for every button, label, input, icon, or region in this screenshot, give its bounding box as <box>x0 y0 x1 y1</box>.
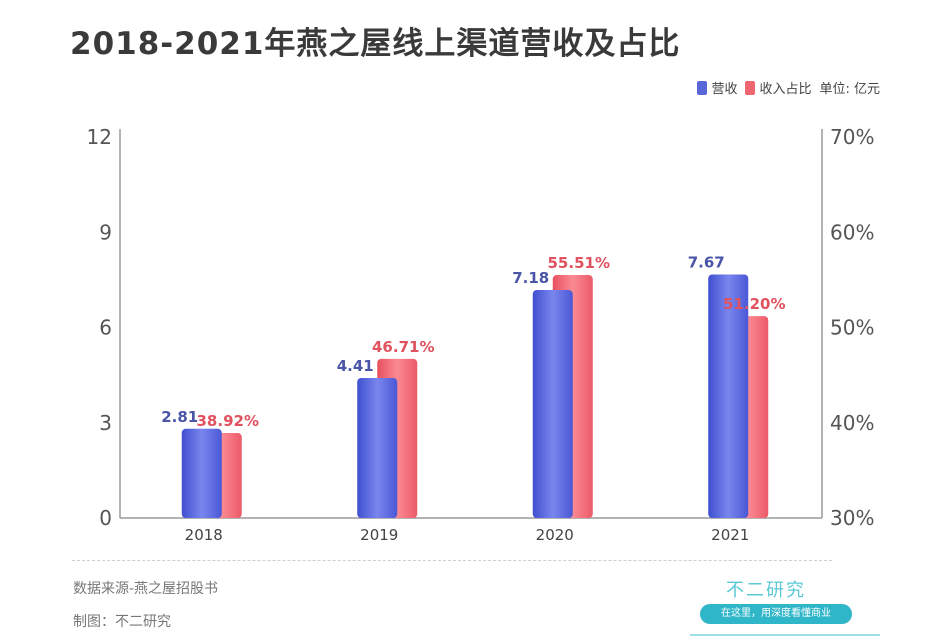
left-tick-label: 9 <box>99 220 112 244</box>
x-tick-label: 2019 <box>360 526 398 544</box>
left-tick-label: 0 <box>99 506 112 530</box>
legend-item-revenue: 营收 <box>697 78 737 97</box>
chart-legend: 营收 收入占比 单位: 亿元 <box>697 78 880 97</box>
right-tick-label: 30% <box>830 506 874 530</box>
bar-revenue <box>532 290 573 518</box>
chart-maker: 制图：不二研究 <box>73 614 171 630</box>
data-label-revenue: 7.67 <box>688 253 725 271</box>
bar-chart: 0 3 6 9 12 30% 40% 50% 60% 70% 2018 2019 2020 2021 2.… <box>87 125 875 544</box>
right-tick-label: 70% <box>830 125 874 149</box>
data-label-share: 55.51% <box>548 254 610 272</box>
legend-item-share: 收入占比 <box>745 78 811 97</box>
data-source: 数据来源-燕之屋招股书 <box>73 581 219 597</box>
legend-swatch-revenue <box>697 80 708 95</box>
left-tick-label: 6 <box>99 316 112 340</box>
brand-underline <box>690 634 880 636</box>
right-tick-label: 60% <box>830 220 874 244</box>
footer-divider <box>72 560 832 561</box>
left-tick-label: 3 <box>99 411 112 435</box>
left-tick-label: 12 <box>87 125 112 149</box>
brand-name: 不二研究 <box>726 580 806 601</box>
chart-axes: 0 3 6 9 12 30% 40% 50% 60% 70% 2018 2019 2020 2021 <box>87 125 875 544</box>
data-label-share: 51.20% <box>723 295 785 313</box>
legend-label-revenue: 营收 <box>711 82 738 97</box>
bar-revenue <box>708 274 749 518</box>
chart-bars <box>181 274 769 518</box>
chart-title: 2018-2021年燕之屋线上渠道营收及占比 <box>70 26 681 62</box>
right-tick-label: 40% <box>830 411 874 435</box>
legend-swatch-share <box>745 80 756 95</box>
brand-slogan: 在这里，用深度看懂商业 <box>700 604 852 624</box>
bar-revenue <box>357 377 398 518</box>
x-tick-label: 2018 <box>185 526 223 544</box>
bar-revenue <box>181 428 222 518</box>
data-label-share: 38.92% <box>197 412 259 430</box>
right-tick-label: 50% <box>830 316 874 340</box>
data-label-revenue: 2.81 <box>161 408 198 426</box>
x-tick-label: 2021 <box>711 526 749 544</box>
legend-label-share: 收入占比 <box>759 82 812 97</box>
data-label-share: 46.71% <box>372 338 434 356</box>
data-label-revenue: 4.41 <box>337 357 374 375</box>
x-tick-label: 2020 <box>536 526 574 544</box>
data-label-revenue: 7.18 <box>512 269 549 287</box>
brand-logo: 不二研究 在这里，用深度看懂商业 <box>690 576 880 640</box>
unit-label: 单位: 亿元 <box>819 82 880 97</box>
